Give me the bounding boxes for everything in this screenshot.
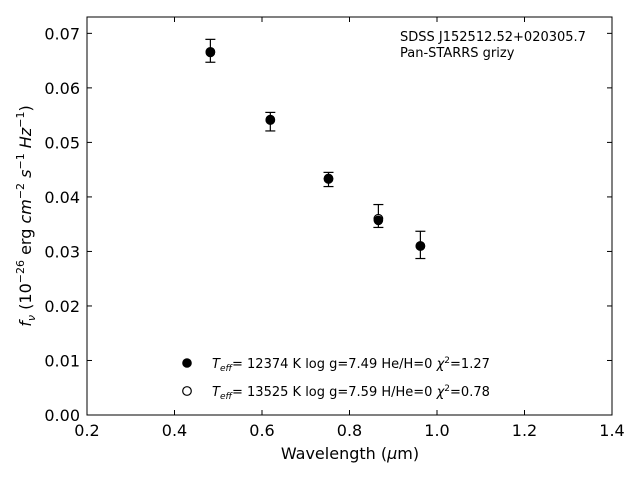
x-tick-label: 0.4 bbox=[162, 421, 187, 440]
y-tick-label: 0.00 bbox=[44, 406, 80, 425]
y-tick-label: 0.06 bbox=[44, 79, 80, 98]
x-tick-label: 1.4 bbox=[599, 421, 624, 440]
model-point-filled bbox=[323, 173, 334, 184]
x-axis: 0.2 0.4 0.6 0.8 1.0 1.2 1.4 bbox=[74, 17, 625, 440]
x-tick-label: 1.2 bbox=[512, 421, 537, 440]
x-axis-label: Wavelength (μm) bbox=[281, 444, 419, 463]
legend-entry-1-chi2: =1.27 bbox=[450, 357, 490, 372]
model-point-filled bbox=[415, 241, 426, 251]
x-tick-label: 0.8 bbox=[337, 421, 362, 440]
y-tick-label: 0.03 bbox=[44, 242, 80, 261]
chart-annotation-object: SDSS J152512.52+020305.7 bbox=[400, 30, 586, 45]
x-tick-label: 1.0 bbox=[424, 421, 449, 440]
legend-entry-1: Teff= 12374 K log g=7.49 He/H=0 χ2=1.27 bbox=[212, 356, 490, 374]
model-point-filled bbox=[205, 47, 216, 58]
legend-marker-filled bbox=[182, 358, 192, 368]
y-tick-label: 0.02 bbox=[44, 297, 80, 316]
legend-marker-open bbox=[182, 386, 192, 396]
model-point-filled bbox=[373, 215, 384, 226]
legend-entry-1-teff: = 12374 K bbox=[232, 357, 302, 372]
data-marks bbox=[205, 38, 426, 260]
plot-frame bbox=[86, 16, 613, 416]
y-axis: 0.00 0.01 0.02 0.03 0.04 0.05 0.06 0.07 bbox=[44, 24, 612, 425]
y-tick-label: 0.04 bbox=[44, 188, 80, 207]
legend-entry-1-params: log g=7.49 He/H=0 bbox=[305, 357, 432, 372]
x-tick-label: 0.6 bbox=[249, 421, 274, 440]
x-tick-label: 0.2 bbox=[74, 421, 99, 440]
y-axis-label: fν (10−26 erg cm−2 s−1 Hz−1) bbox=[14, 105, 38, 326]
y-tick-label: 0.05 bbox=[44, 133, 80, 152]
legend: Teff= 12374 K log g=7.49 He/H=0 χ2=1.27 … bbox=[182, 356, 490, 402]
legend-entry-2: Teff= 13525 K log g=7.59 H/He=0 χ2=0.78 bbox=[212, 384, 490, 402]
model-point-filled bbox=[265, 114, 276, 125]
y-tick-label: 0.07 bbox=[44, 24, 80, 43]
y-tick-label: 0.01 bbox=[44, 351, 80, 370]
legend-entry-2-params: log g=7.59 H/He=0 bbox=[305, 385, 432, 400]
legend-entry-2-chi2: =0.78 bbox=[450, 385, 490, 400]
chart-annotation-survey: Pan-STARRS grizy bbox=[400, 46, 515, 61]
legend-entry-2-teff: = 13525 K bbox=[232, 385, 302, 400]
